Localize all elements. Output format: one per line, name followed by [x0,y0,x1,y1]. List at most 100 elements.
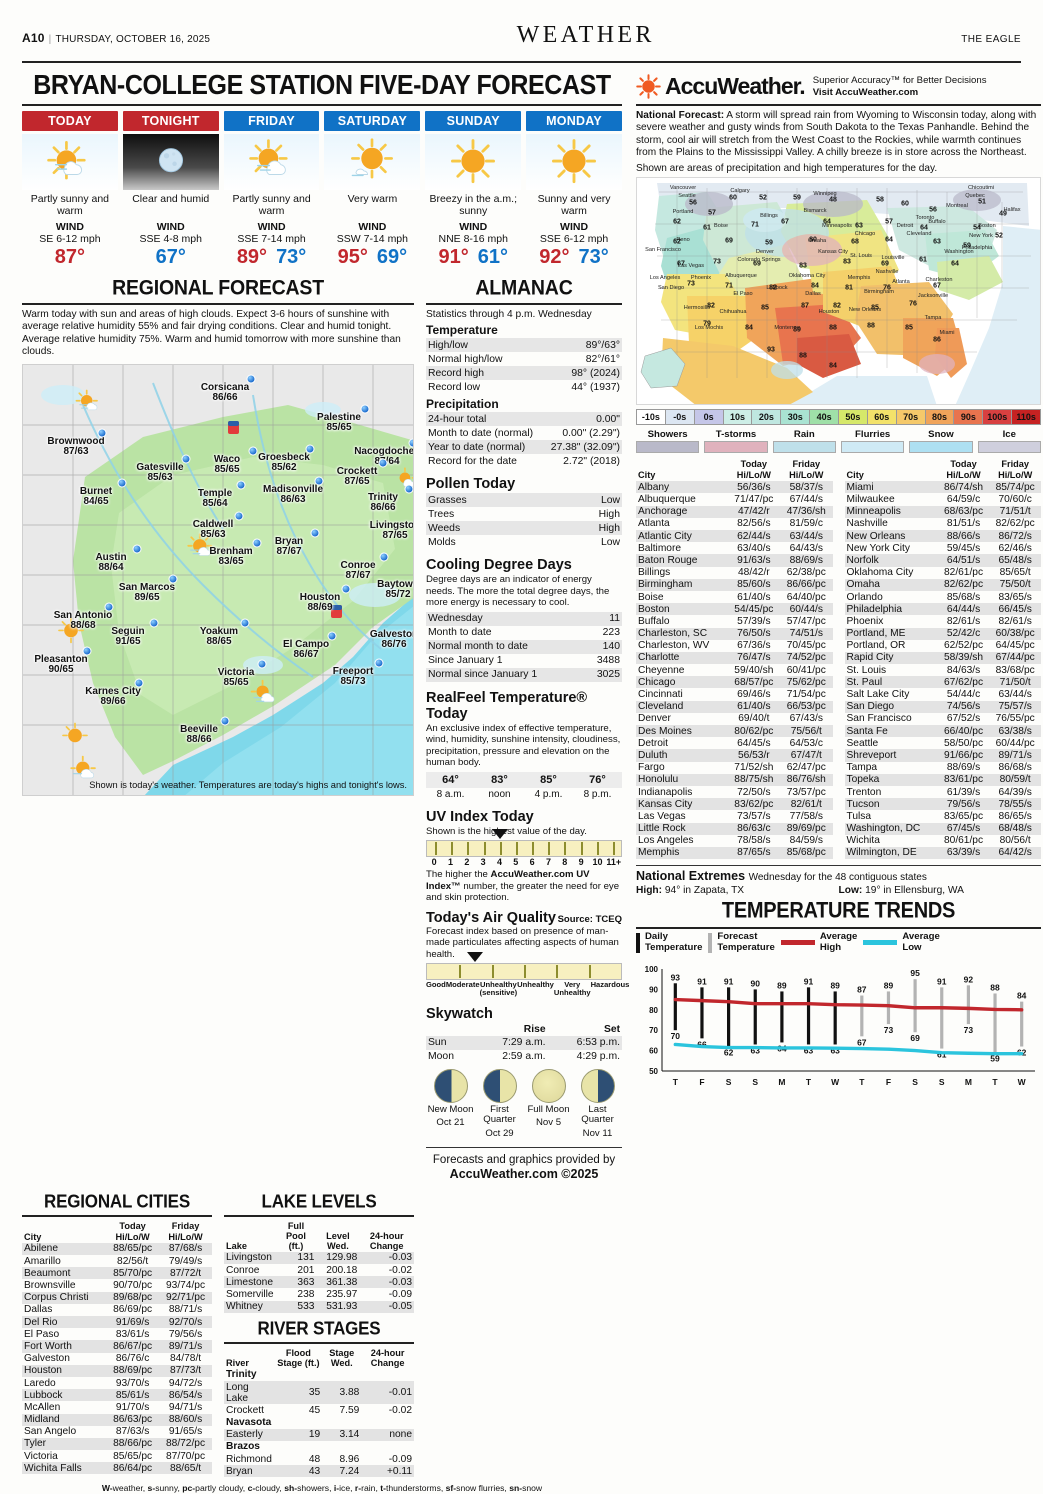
day-temps: 67° [123,246,219,269]
svg-text:91: 91 [804,977,814,987]
national-map-note: Shown are areas of precipitation and hig… [636,163,938,175]
precip-legend-swatch [704,441,768,454]
map-city-name: El Campo [282,638,330,650]
extreme-low-value: 19° in Ellensburg, WA [865,885,964,897]
map-city-temps: 87/65 [344,475,370,487]
table-row: Cincinnati 69/46/s 71/54/pc [636,688,833,700]
cell-stage: 7.59 [339,1404,360,1416]
table-row: Charleston, SC 76/50/s 74/51/s [636,627,833,640]
table-row: Des Moines 80/62/pc 75/56/t [636,725,833,738]
realfeel-title: RealFeel Temperature® Today [426,689,588,722]
col-change: 24-hour Change [369,1230,404,1251]
map-city-temps: 85/65 [214,463,240,475]
national-map-city: Philadelphia [961,245,993,252]
cell-city: Wichita Falls [22,1462,107,1475]
cell-today: 64/51/s [937,554,990,567]
national-map-high: 89 [793,326,801,334]
national-map-high: 84 [745,324,753,332]
col-level: Level Wed. [326,1230,350,1251]
wind-value: SE 6-12 mph [39,233,101,245]
accuweather-rule [636,104,1041,106]
national-map-high: 64 [823,218,831,226]
cell-friday: 85/74/pc [989,481,1041,494]
table-row: San Angelo 87/63/s 91/65/s [22,1426,212,1438]
svg-text:F: F [699,1077,704,1087]
uv-tick [548,842,551,855]
cell-friday: 70/45/pc [786,640,826,652]
precip-legend-label: Snow [928,429,954,441]
almanac-temperature-label: Temperature [426,323,498,337]
national-map-city: Houston [818,309,840,316]
national-map-city: Boston [978,223,996,230]
cell-friday: 73/57/pc [786,786,826,798]
five-day-forecast: TODAY Partly sunny and warm WIND [22,111,622,269]
national-map-city: New Orleans [848,307,882,314]
uv-index-scale[interactable]: 0 1 2 3 4 5 6 7 8 9 10 11+ [426,829,622,867]
svg-text:50: 50 [649,1067,658,1076]
map-city-label: Conroe 87/67 [341,560,376,581]
wind-label: WIND [560,221,589,233]
skywatch-title: Skywatch [426,1005,493,1022]
col-friday: Friday [171,1220,200,1231]
national-map-high: 48 [829,196,837,204]
moon-phase-icon [482,1068,517,1103]
forecast-day-monday[interactable]: MONDAY Sunny and very warm WIND SSE 6-12… [526,111,622,269]
air-quality-tick [459,965,462,978]
cell-full-pool: 131 [275,1251,317,1265]
regional-map[interactable]: Shown is today's weather. Temperatures a… [22,363,414,796]
cell-city: Orlando [846,591,883,603]
map-city-name: Groesbeck [258,451,310,463]
map-city-name: San Antonio [53,609,113,621]
cell-today: 62/44/s [727,530,781,543]
cell-friday: 68/48/s [989,822,1041,835]
map-city-label: Victoria 85/65 [218,667,255,688]
uv-number: 11+ [606,857,622,867]
cell-today: 83/61/s [115,1328,150,1340]
svg-text:W: W [831,1077,840,1087]
almanac-row-value: Low [600,494,620,506]
cell-city: Salt Lake City [846,689,910,701]
legend-term: weather, [112,1483,148,1494]
svg-text:63: 63 [751,1046,761,1056]
forecast-day-today[interactable]: TODAY Partly sunny and warm WIND [22,111,118,269]
table-row: Phoenix 82/61/s 82/61/s [845,615,1042,627]
cell-city: Duluth [636,749,728,762]
forecast-day-tonight[interactable]: TONIGHT Clear and humid WIND SSE 4-8 mph… [122,111,219,269]
almanac-row-value: 98° (2024) [571,367,620,379]
national-map[interactable]: Seattle Calgary Vancouver Winnipeg Bismarck T… [636,177,1041,406]
forecast-day-sunday[interactable]: SUNDAY Breezy in the a.m.; sunny WIND NN… [425,111,522,269]
temp-scale-cell: -0s [665,410,695,425]
cell-today: 56/36/s [727,481,781,494]
table-row: Tampa 88/69/s 86/68/s [845,762,1042,774]
moon-phase: New Moon Oct 21 [426,1068,475,1140]
cell-today: 86/69/pc [113,1304,153,1316]
precip-legend-cell: T-storms [704,429,768,454]
cell-city: Fort Worth [22,1340,107,1353]
cell-flood-stage: 35 [274,1381,323,1405]
air-quality-scale[interactable]: Good Moderate Unhealthy (sensitive) Unhealt… [426,952,629,998]
national-map-high: 67 [781,218,789,226]
svg-text:91: 91 [724,977,734,987]
cell-city: San Francisco [846,713,912,725]
table-row: Santa Fe 66/40/pc 63/38/s [844,725,1041,738]
cell-today: 85/61/s [106,1389,160,1402]
forecast-day-friday[interactable]: FRIDAY Partly sunny and warm WIND SSE 7 [223,111,320,269]
precip-legend-label: T-storms [715,429,757,441]
col-city: City [638,470,656,481]
cell-city: Fargo [638,762,665,774]
trends-legend-item: Forecast Temperature [708,931,775,953]
national-cities-table-right: Today Friday City Hi/Lo/W Hi/Lo/W Miami 8… [844,459,1042,860]
table-row: Los Angeles 78/58/s 84/59/s [636,835,833,847]
cell-friday: 75/50/t [989,578,1041,591]
national-cities-table-left: Today Friday City Hi/Lo/W Hi/Lo/W Albany… [636,459,833,860]
uv-bar [426,840,622,857]
table-row: Del Rio 91/69/s 92/70/s [22,1316,212,1329]
national-map-high: 64 [920,224,928,232]
map-city-temps: 85/63 [200,528,226,540]
table-row: Wichita 80/61/pc 80/56/t [845,835,1042,847]
cell-friday: 94/71/s [168,1401,203,1413]
weather-page: A10 | THURSDAY, OCTOBER 16, 2025 WEATHER T… [22,22,1042,1493]
map-city-name: Caldwell [192,518,234,530]
forecast-day-saturday[interactable]: SATURDAY Very warm WIND [324,111,421,269]
tagline-line1: Superior Accuracy™ for Better Decisions [812,74,987,86]
